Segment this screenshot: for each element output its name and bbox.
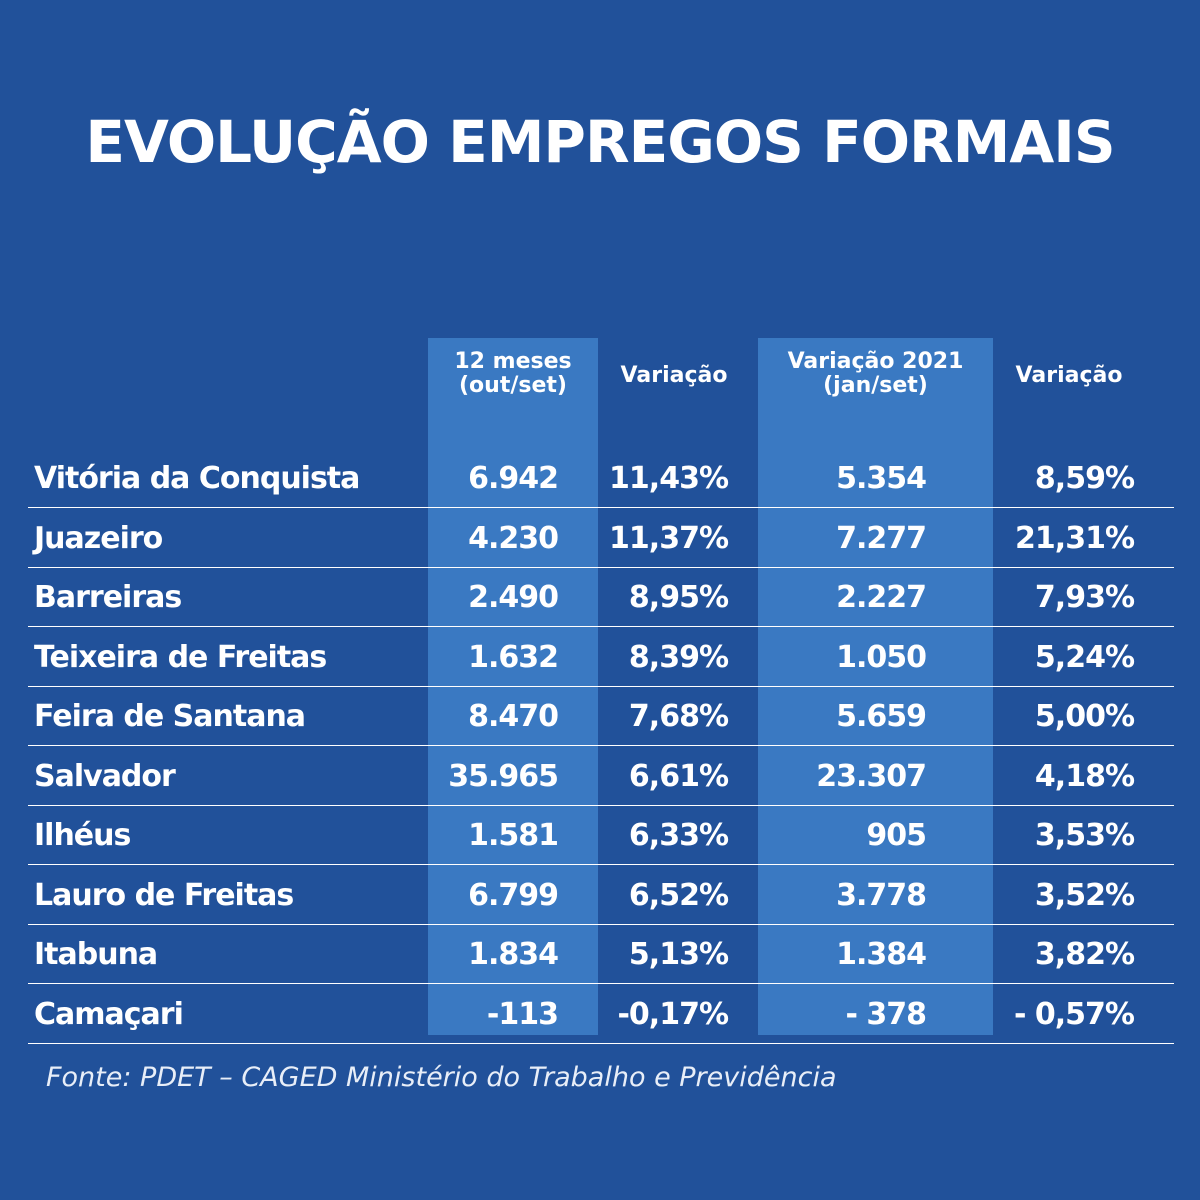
header-variation-12-months: Variação [620, 363, 728, 388]
city-name: Barreiras [34, 580, 182, 615]
jobs-12-months: 4.230 [468, 520, 559, 556]
header-variation-2021: Variação 2021 (jan/set) [758, 350, 993, 398]
table-row: Salvador 35.965 6,61% 23.307 4,18% [28, 748, 1174, 806]
variation-2021: 3,82% [1034, 937, 1135, 972]
jobs-2021: 5.354 [836, 461, 927, 496]
city-name: Salvador [34, 758, 176, 794]
table-row: Vitória da Conquista 6.942 11,43% 5.354 8,59… [28, 450, 1174, 508]
table-row: Ilhéus 1.581 6,33% 905 3,53% [28, 807, 1174, 865]
variation-2021: 7,93% [1034, 580, 1135, 615]
variation-12-months: 8,39% [628, 639, 729, 675]
variation-12-months: 11,43% [609, 461, 729, 496]
city-name: Itabuna [34, 937, 158, 972]
header-12-months-line1: 12 meses [454, 349, 572, 374]
source-note: Fonte: PDET – CAGED Ministério do Trabal… [46, 1062, 837, 1093]
variation-2021: 8,59% [1034, 461, 1135, 496]
variation-2021: 3,53% [1034, 818, 1135, 853]
jobs-2021: 3.778 [836, 877, 927, 913]
variation-12-months: 5,13% [628, 937, 729, 972]
table-row: Barreiras 2.490 8,95% 2.227 7,93% [28, 569, 1174, 627]
city-name: Ilhéus [34, 818, 131, 853]
variation-2021: 4,18% [1034, 758, 1135, 794]
jobs-2021: - 378 [845, 996, 927, 1032]
table-row: Juazeiro 4.230 11,37% 7.277 21,31% [28, 510, 1174, 568]
jobs-12-months: -113 [486, 996, 559, 1032]
header-2021-line2: (jan/set) [823, 373, 928, 398]
variation-2021: - 0,57% [1014, 996, 1135, 1032]
jobs-2021: 905 [866, 818, 927, 853]
row-divider [28, 745, 1174, 746]
jobs-2021: 1.050 [836, 639, 927, 675]
highlight-column-12-months [428, 338, 598, 1035]
row-divider [28, 685, 1174, 687]
row-divider [28, 983, 1174, 984]
row-divider [28, 923, 1174, 925]
table-row: Itabuna 1.834 5,13% 1.384 3,82% [28, 926, 1174, 984]
table-row: Lauro de Freitas 6.799 6,52% 3.778 3,52% [28, 867, 1174, 925]
jobs-12-months: 6.942 [468, 461, 559, 496]
variation-12-months: 6,33% [628, 818, 729, 853]
variation-12-months: -0,17% [617, 996, 729, 1032]
city-name: Teixeira de Freitas [34, 639, 327, 675]
variation-2021: 5,00% [1034, 699, 1135, 734]
table-row: Teixeira de Freitas 1.632 8,39% 1.050 5,24% [28, 629, 1174, 687]
jobs-12-months: 1.581 [468, 818, 559, 853]
variation-2021: 5,24% [1034, 639, 1135, 675]
page-title: EVOLUÇÃO EMPREGOS FORMAIS [85, 108, 1115, 176]
table-row: Feira de Santana 8.470 7,68% 5.659 5,00% [28, 688, 1174, 746]
jobs-2021: 23.307 [816, 758, 927, 794]
row-divider [28, 566, 1174, 568]
header-variation-2021-percent: Variação [1015, 363, 1123, 388]
city-name: Camaçari [34, 996, 184, 1032]
variation-2021: 21,31% [1015, 520, 1135, 556]
city-name: Lauro de Freitas [34, 877, 294, 913]
jobs-12-months: 6.799 [468, 877, 559, 913]
city-name: Juazeiro [34, 520, 163, 556]
header-12-months: 12 meses (out/set) [428, 350, 598, 398]
row-divider [28, 1042, 1174, 1044]
variation-12-months: 11,37% [609, 520, 729, 556]
header-2021-line1: Variação 2021 [787, 349, 964, 374]
jobs-2021: 2.227 [836, 580, 927, 615]
variation-2021: 3,52% [1034, 877, 1135, 913]
table-row: Camaçari -113 -0,17% - 378 - 0,57% [28, 986, 1174, 1044]
jobs-12-months: 1.834 [468, 937, 559, 972]
jobs-12-months: 8.470 [468, 699, 559, 734]
jobs-2021: 1.384 [836, 937, 927, 972]
highlight-column-2021 [758, 338, 993, 1035]
city-name: Feira de Santana [34, 699, 306, 734]
jobs-12-months: 1.632 [468, 639, 559, 675]
row-divider [28, 864, 1174, 865]
jobs-12-months: 2.490 [468, 580, 559, 615]
variation-12-months: 8,95% [628, 580, 729, 615]
variation-12-months: 6,61% [628, 758, 729, 794]
row-divider [28, 507, 1174, 508]
variation-12-months: 6,52% [628, 877, 729, 913]
jobs-2021: 7.277 [836, 520, 927, 556]
jobs-12-months: 35.965 [448, 758, 559, 794]
row-divider [28, 626, 1174, 627]
variation-12-months: 7,68% [628, 699, 729, 734]
jobs-2021: 5.659 [836, 699, 927, 734]
city-name: Vitória da Conquista [34, 461, 360, 496]
row-divider [28, 804, 1174, 806]
header-12-months-line2: (out/set) [459, 373, 567, 398]
